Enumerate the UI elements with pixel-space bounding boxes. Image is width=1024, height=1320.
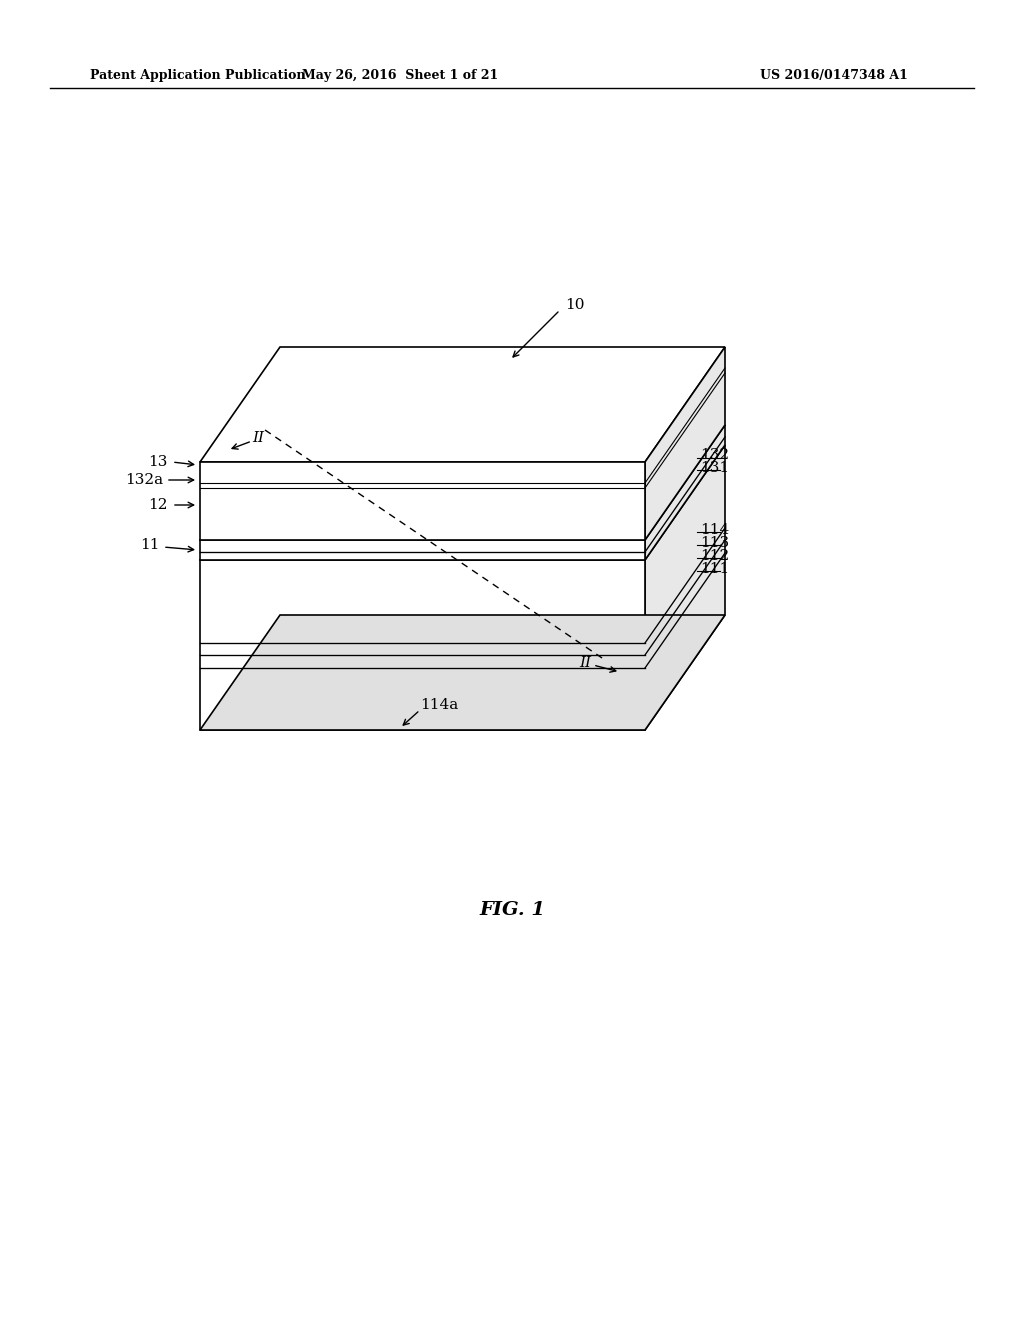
Polygon shape [200, 445, 725, 560]
Ellipse shape [493, 504, 518, 520]
Ellipse shape [368, 543, 392, 558]
Ellipse shape [421, 466, 445, 482]
Ellipse shape [569, 466, 594, 482]
Text: 112: 112 [700, 549, 729, 564]
Ellipse shape [317, 543, 343, 558]
Ellipse shape [483, 446, 508, 463]
Text: 114: 114 [700, 523, 729, 537]
Text: 10: 10 [565, 298, 585, 312]
Text: 131: 131 [700, 461, 729, 475]
Polygon shape [200, 540, 645, 560]
Text: 114a: 114a [420, 698, 459, 711]
Ellipse shape [335, 446, 359, 463]
Ellipse shape [417, 543, 441, 558]
Ellipse shape [457, 484, 481, 502]
Ellipse shape [331, 523, 356, 540]
Ellipse shape [614, 543, 639, 558]
Ellipse shape [282, 523, 306, 540]
Ellipse shape [583, 446, 607, 463]
Polygon shape [645, 425, 725, 560]
Text: 13: 13 [148, 455, 168, 469]
Text: 12: 12 [148, 498, 168, 512]
Ellipse shape [357, 484, 383, 502]
Text: US 2016/0147348 A1: US 2016/0147348 A1 [760, 69, 908, 82]
Ellipse shape [470, 466, 495, 482]
Ellipse shape [434, 446, 459, 463]
Ellipse shape [286, 446, 310, 463]
Polygon shape [200, 347, 725, 462]
Ellipse shape [371, 466, 396, 482]
Ellipse shape [443, 504, 468, 520]
Polygon shape [200, 615, 725, 730]
Ellipse shape [308, 484, 333, 502]
Ellipse shape [632, 446, 656, 463]
Text: 113: 113 [700, 536, 729, 550]
Ellipse shape [516, 543, 541, 558]
Ellipse shape [259, 484, 284, 502]
Ellipse shape [268, 543, 293, 558]
Ellipse shape [430, 523, 455, 540]
Ellipse shape [506, 484, 531, 502]
Ellipse shape [529, 523, 554, 540]
Ellipse shape [466, 543, 492, 558]
Ellipse shape [344, 504, 370, 520]
Text: 132a: 132a [125, 473, 163, 487]
Text: FIG. 1: FIG. 1 [479, 902, 545, 919]
Ellipse shape [479, 523, 505, 540]
Ellipse shape [408, 484, 432, 502]
Ellipse shape [385, 446, 410, 463]
Ellipse shape [219, 543, 244, 558]
Polygon shape [645, 347, 725, 540]
Ellipse shape [246, 504, 270, 520]
Text: 132: 132 [700, 447, 729, 462]
Polygon shape [200, 425, 725, 540]
Ellipse shape [592, 504, 616, 520]
Ellipse shape [654, 484, 679, 502]
Ellipse shape [641, 504, 666, 520]
Ellipse shape [605, 484, 630, 502]
Ellipse shape [543, 504, 567, 520]
Ellipse shape [579, 523, 603, 540]
Text: II: II [579, 656, 591, 671]
Text: May 26, 2016  Sheet 1 of 21: May 26, 2016 Sheet 1 of 21 [302, 69, 498, 82]
Ellipse shape [232, 523, 257, 540]
Text: 111: 111 [700, 562, 729, 576]
Ellipse shape [532, 446, 558, 463]
Ellipse shape [272, 466, 297, 482]
Ellipse shape [565, 543, 590, 558]
Polygon shape [200, 462, 645, 540]
Ellipse shape [618, 466, 643, 482]
Text: Patent Application Publication: Patent Application Publication [90, 69, 305, 82]
Ellipse shape [519, 466, 545, 482]
Text: 11: 11 [140, 539, 160, 552]
Ellipse shape [628, 523, 652, 540]
Text: II: II [252, 432, 264, 445]
Ellipse shape [322, 466, 346, 482]
Ellipse shape [381, 523, 406, 540]
Ellipse shape [556, 484, 581, 502]
Polygon shape [200, 560, 645, 730]
Ellipse shape [681, 446, 706, 463]
Ellipse shape [295, 504, 319, 520]
Ellipse shape [394, 504, 419, 520]
Ellipse shape [668, 466, 692, 482]
Polygon shape [645, 445, 725, 730]
